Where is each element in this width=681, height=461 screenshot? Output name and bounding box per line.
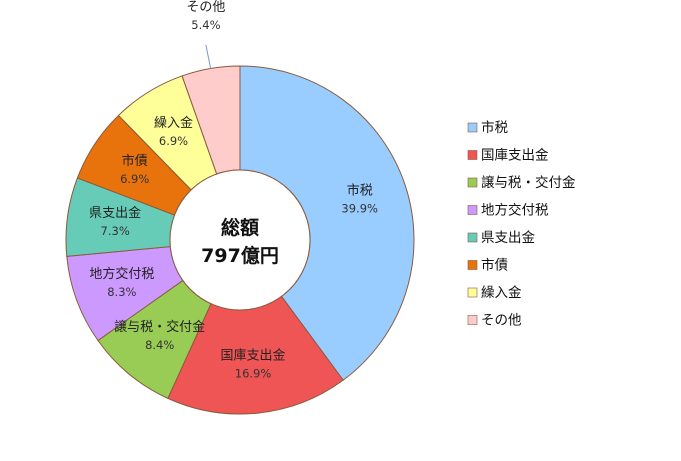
slice-label-6: 市債: [122, 153, 148, 169]
legend-label-7: 繰入金: [481, 285, 522, 301]
slice-value-6: 6.9%: [120, 172, 149, 186]
slice-label-3: 譲与税・交付金: [114, 319, 205, 335]
center-label-line1: 総額: [221, 216, 259, 239]
slice-label-4: 地方交付税: [89, 266, 154, 282]
legend-swatch-5: [467, 232, 478, 243]
legend-swatch-8: [467, 315, 478, 325]
slices-group: [65, 65, 415, 415]
slice-value-4: 8.3%: [107, 285, 136, 299]
legend-swatch-2: [467, 150, 478, 160]
slice-value-2: 16.9%: [235, 366, 272, 380]
legend-swatch-7: [467, 287, 478, 298]
donut-hole: [169, 169, 311, 311]
legend-label-4: 地方交付税: [481, 202, 549, 219]
slice-label-8: その他: [186, 0, 225, 15]
legend-label-3: 譲与税・交付金: [481, 174, 576, 191]
slice-value-5: 7.3%: [101, 224, 130, 238]
slice-value-1: 39.9%: [341, 202, 378, 216]
slice-label-2: 国庫支出金: [221, 347, 286, 363]
slice-label-1: 市税: [347, 183, 373, 199]
legend-label-2: 国庫支出金: [481, 148, 549, 164]
center-label-line2: 797億円: [201, 244, 279, 267]
legend-swatch-6: [467, 260, 478, 270]
slice-label-5: 県支出金: [89, 205, 141, 221]
slice-label-7: 繰入金: [154, 115, 193, 131]
legend-swatch-3: [467, 177, 478, 188]
leader-line-8: [205, 44, 212, 69]
legend-swatch-4: [467, 205, 478, 215]
labels-group: 市税 39.9% 国庫支出金 16.9% 譲与税・交付金 8.4% 地方交付税 8.3% 県支出…: [89, 0, 378, 380]
legend-label-1: 市税: [481, 119, 508, 136]
legend-swatch-1: [467, 122, 478, 133]
legend-label-5: 県支出金: [481, 230, 535, 246]
slice-value-3: 8.4%: [145, 338, 174, 352]
slice-value-7: 6.9%: [159, 134, 188, 148]
legend-label-8: その他: [481, 313, 522, 329]
slice-value-8: 5.4%: [191, 18, 220, 32]
legend-label-6: 市債: [481, 257, 508, 274]
